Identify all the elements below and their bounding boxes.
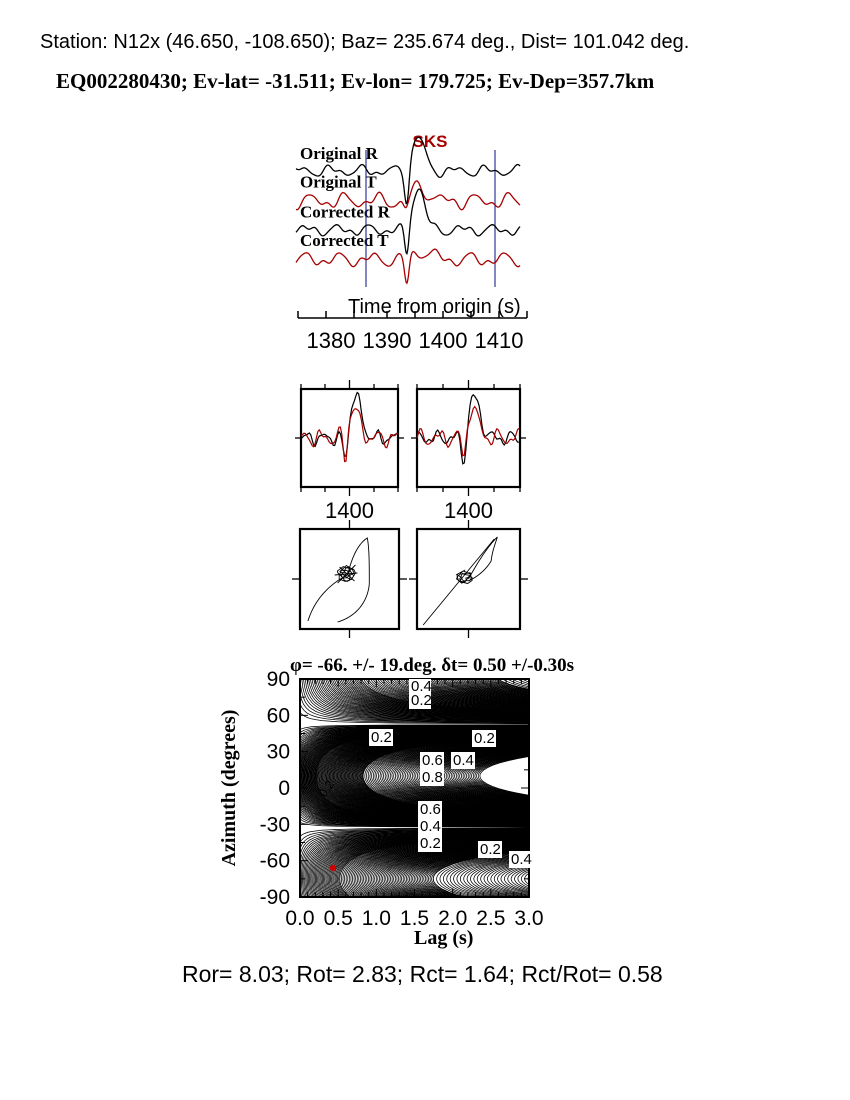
svg-text:0.0: 0.0 [285,907,314,930]
svg-text:0.2: 0.2 [371,729,392,746]
svg-text:0.6: 0.6 [422,752,443,769]
svg-text:0.5: 0.5 [324,907,353,930]
svg-text:1.0: 1.0 [362,907,391,930]
svg-text:Lag (s): Lag (s) [414,927,473,949]
svg-text:EQ002280430; Ev-lat= -31.511;: EQ002280430; Ev-lat= -31.511; Ev-lon= 17… [56,69,655,93]
svg-text:1410: 1410 [475,328,524,353]
svg-text:30: 30 [267,741,290,764]
svg-text:3.0: 3.0 [514,907,543,930]
svg-text:60: 60 [267,704,290,727]
svg-text:0.2: 0.2 [411,692,432,709]
svg-text:Time from origin (s): Time from origin (s) [348,296,521,318]
svg-text:2.5: 2.5 [476,907,505,930]
svg-text:Station: N12x (46.650, -108.65: Station: N12x (46.650, -108.650); Baz= 2… [40,31,689,53]
svg-text:0: 0 [278,777,290,800]
svg-text:0.8: 0.8 [422,769,443,786]
svg-text:0.4: 0.4 [511,851,532,868]
svg-text:-60: -60 [260,850,290,873]
svg-text:Corrected R: Corrected R [300,203,391,222]
svg-text:0.2: 0.2 [474,730,495,747]
svg-text:0.4: 0.4 [453,752,474,769]
svg-text:Corrected T: Corrected T [300,231,389,250]
svg-text:-30: -30 [260,813,290,836]
svg-text:Azimuth (degrees): Azimuth (degrees) [218,710,240,867]
svg-text:Original R: Original R [300,144,379,163]
svg-text:1380: 1380 [307,328,356,353]
svg-text:0.6: 0.6 [420,801,441,818]
svg-text:1390: 1390 [363,328,412,353]
svg-text:0.2: 0.2 [420,835,441,852]
svg-text:φ= -66. +/- 19.deg. δt= 0.50 +: φ= -66. +/- 19.deg. δt= 0.50 +/-0.30s [290,655,574,676]
svg-text:90: 90 [267,668,290,691]
svg-text:0.2: 0.2 [480,841,501,858]
svg-text:SKS: SKS [413,132,448,151]
svg-text:0.4: 0.4 [420,818,441,835]
svg-text:-90: -90 [260,886,290,909]
svg-text:1400: 1400 [444,498,493,523]
svg-text:Ror= 8.03; Rot= 2.83; Rct= 1.6: Ror= 8.03; Rot= 2.83; Rct= 1.64; Rct/Rot… [182,961,663,987]
svg-text:1400: 1400 [325,498,374,523]
svg-text:1400: 1400 [419,328,468,353]
